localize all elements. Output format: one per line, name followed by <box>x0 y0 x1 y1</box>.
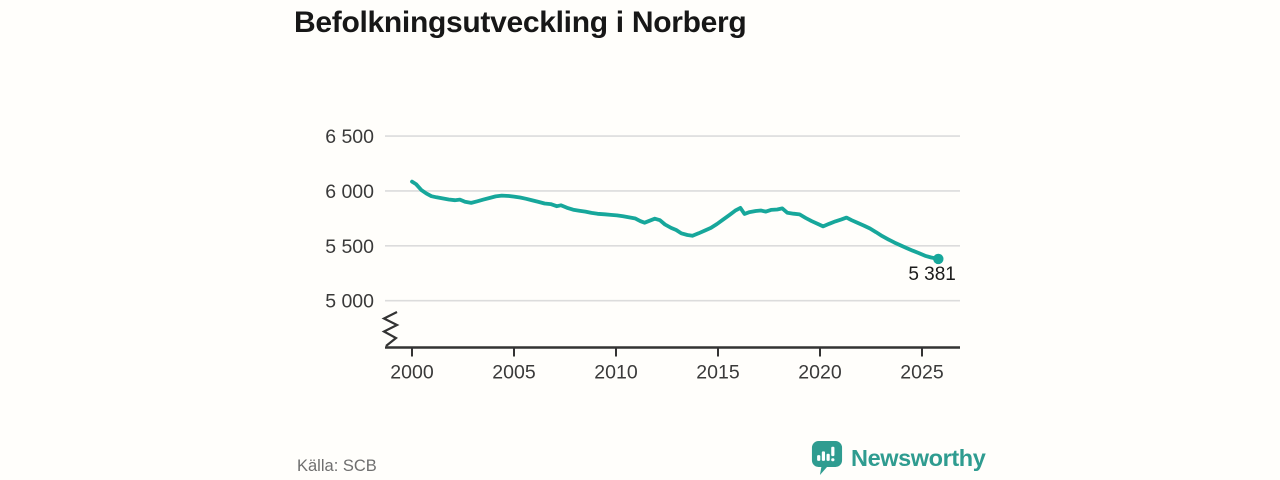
x-axis-tick-label: 2015 <box>696 362 740 384</box>
mini-bar-chart-glyph <box>817 446 835 462</box>
x-axis-tick-label: 2025 <box>900 362 944 384</box>
population-line <box>410 179 941 261</box>
y-axis-tick-label: 6 000 <box>325 181 374 203</box>
end-value-label: 5 381 <box>908 263 956 285</box>
x-axis-tick-label: 2000 <box>390 362 434 384</box>
y-axis-tick-label: 6 500 <box>325 126 374 148</box>
axis-break-icon <box>381 311 400 347</box>
newsworthy-logo-text: Newsworthy <box>851 444 986 471</box>
y-axis-tick-label: 5 500 <box>325 236 374 258</box>
newsworthy-logo: Newsworthy <box>811 440 986 476</box>
y-axis-tick-label: 5 000 <box>325 291 374 313</box>
x-axis-tick-label: 2010 <box>594 362 638 384</box>
source-caption: Källa: SCB <box>297 457 377 475</box>
chart-title: Befolkningsutveckling i Norberg <box>294 6 747 39</box>
x-axis-tick-label: 2020 <box>798 362 842 384</box>
end-point-dot <box>933 253 944 265</box>
newsworthy-logo-icon <box>811 441 843 475</box>
x-axis-tick-label: 2005 <box>492 362 536 384</box>
